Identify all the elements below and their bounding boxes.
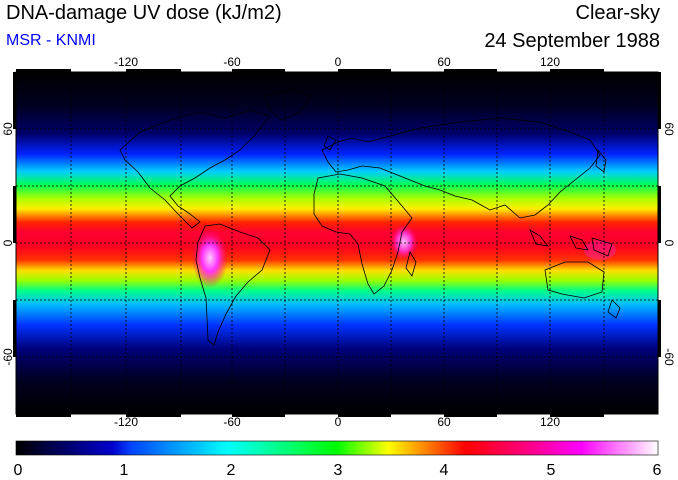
- date-label: 24 September 1988: [484, 30, 660, 52]
- lon-label: -60: [223, 415, 241, 429]
- lon-labels-top: -120 -60 0 60 120: [114, 55, 560, 69]
- lon-label: 0: [335, 55, 342, 69]
- lat-label: -60: [1, 348, 15, 366]
- lat-labels-right: 60 0 -60: [662, 122, 676, 366]
- lon-label: 120: [540, 55, 560, 69]
- lat-labels-left: 60 0 -60: [1, 122, 15, 366]
- colorbar: [15, 440, 659, 456]
- colorbar-tick-label: 2: [227, 462, 236, 479]
- colorbar-tick-label: 5: [547, 462, 556, 479]
- east-africa-hotspot: [390, 224, 418, 260]
- source-label: MSR - KNMI: [6, 32, 96, 49]
- lon-labels-bottom: -120 -60 0 60 120: [114, 415, 560, 429]
- lon-label: 0: [335, 415, 342, 429]
- lon-label: -60: [223, 55, 241, 69]
- lat-label: 0: [662, 240, 676, 247]
- lon-label: 60: [437, 415, 451, 429]
- sky-condition-label: Clear-sky: [575, 2, 660, 24]
- lon-label: -120: [114, 415, 138, 429]
- map-title: DNA-damage UV dose (kJ/m2): [6, 2, 282, 24]
- colorbar-tick-label: 4: [440, 462, 449, 479]
- lat-label: -60: [662, 348, 676, 366]
- lon-label: -120: [114, 55, 138, 69]
- colorbar-tick-label: 3: [334, 462, 343, 479]
- lon-label: 60: [437, 55, 451, 69]
- colorbar-tick-label: 1: [120, 462, 129, 479]
- lat-label: 60: [662, 122, 676, 136]
- lat-label: 60: [1, 122, 15, 136]
- colorbar-ticks: 0 1 2 3 4 5 6: [14, 462, 662, 479]
- colorbar-tick-label: 6: [653, 462, 662, 479]
- map-frame: [13, 69, 661, 417]
- colorbar-tick-label: 0: [14, 462, 23, 479]
- andes-hotspot: [192, 228, 228, 288]
- lat-label: 0: [1, 239, 15, 246]
- lon-label: 120: [540, 415, 560, 429]
- graticule: [16, 72, 658, 414]
